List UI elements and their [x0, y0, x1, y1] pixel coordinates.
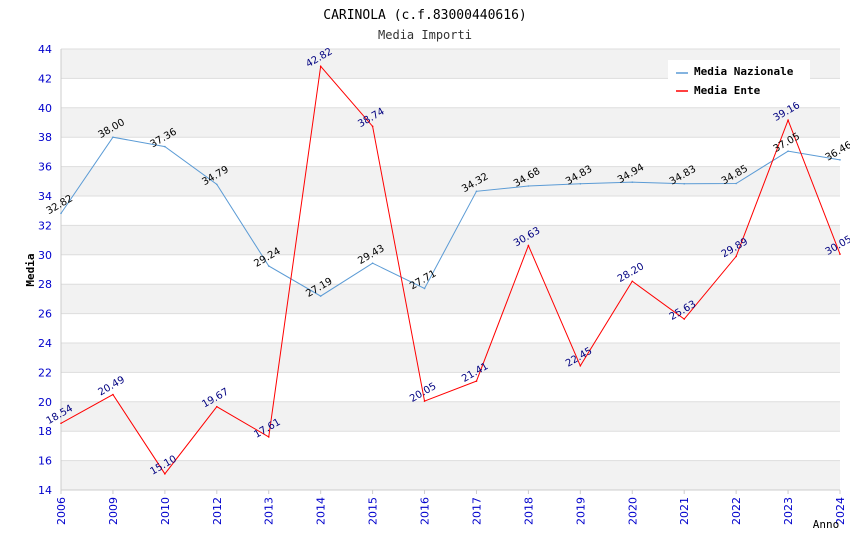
y-tick-label: 20 [38, 396, 52, 409]
x-tick-label: 2014 [315, 497, 328, 525]
data-point-media-nazionale [735, 182, 737, 185]
data-point-media-ente [60, 422, 62, 425]
y-tick-labels: 14 16 18 20 22 24 26 28 30 32 34 36 38 40 42 44 [38, 43, 52, 497]
data-point-media-ente [787, 119, 789, 121]
y-tick-label: 44 [38, 43, 52, 56]
x-tick-label: 2006 [55, 497, 68, 525]
legend-box [668, 60, 810, 102]
data-point-media-nazionale [216, 183, 218, 186]
x-tick-label: 2021 [678, 497, 691, 525]
data-point-media-ente [475, 380, 478, 382]
data-point-media-nazionale [527, 185, 530, 187]
legend-label-media-ente: Media Ente [694, 84, 761, 97]
data-point-media-ente [216, 405, 218, 408]
series-line-media-nazionale [60, 136, 841, 297]
grid-band [61, 460, 840, 490]
data-label-media-nazionale: 36.46 [824, 140, 850, 164]
y-tick-label: 26 [38, 308, 52, 321]
grid-band [61, 401, 840, 432]
y-tick-label: 14 [38, 484, 52, 497]
data-point-media-ente [112, 393, 114, 396]
data-point-media-nazionale [683, 182, 685, 185]
data-point-media-ente [371, 125, 374, 128]
grid-bands [61, 49, 840, 490]
x-tick-label: 2015 [367, 497, 380, 525]
data-label-media-ente: 20.05 [408, 381, 438, 405]
data-point-media-nazionale [839, 159, 841, 161]
data-label-media-ente: 28.20 [616, 261, 646, 285]
y-tick-label: 40 [38, 102, 52, 115]
legend: Media Nazionale Media Ente [668, 60, 810, 102]
x-tick-label: 2017 [470, 497, 483, 525]
data-point-media-nazionale [60, 212, 62, 215]
x-tick-label: 2020 [626, 497, 639, 525]
x-tick-label: 2012 [211, 497, 224, 525]
data-point-media-nazionale [371, 262, 374, 264]
data-point-media-ente [423, 400, 426, 402]
y-tick-label: 42 [38, 72, 52, 85]
data-point-media-nazionale [423, 287, 426, 290]
x-tick-label: 2019 [574, 497, 587, 525]
data-point-media-nazionale [164, 145, 166, 148]
x-tick-label: 2022 [730, 497, 743, 525]
grid-band [61, 107, 840, 138]
grid-band [61, 284, 840, 314]
data-point-media-ente [319, 65, 322, 68]
y-tick-label: 16 [38, 455, 52, 468]
data-point-media-ente [527, 244, 530, 247]
series-line-media-ente [60, 65, 841, 475]
data-point-media-ente [631, 280, 634, 283]
x-tick-label: 2010 [159, 497, 172, 525]
legend-label-media-nazionale: Media Nazionale [694, 65, 794, 78]
x-tick-labels: 2006 2009 2010 2012 2013 2014 2015 2016 2017 2018… [55, 497, 847, 525]
data-point-media-ente [839, 253, 841, 255]
y-tick-label: 38 [38, 131, 52, 144]
y-tick-label: 30 [38, 249, 52, 262]
x-tick-label: 2024 [834, 497, 847, 525]
y-tick-label: 18 [38, 425, 52, 438]
x-tick-label: 2016 [419, 497, 432, 525]
grid-lines [61, 48, 840, 491]
data-point-media-ente [164, 473, 166, 475]
data-point-media-nazionale [319, 295, 322, 297]
data-point-media-ente [683, 318, 685, 320]
x-tick-label: 2013 [263, 497, 276, 525]
data-point-media-ente [579, 364, 582, 367]
x-tick-label: 2023 [782, 497, 795, 525]
data-point-media-nazionale [112, 136, 114, 138]
chart-subtitle: Media Importi [378, 28, 472, 42]
y-tick-label: 34 [38, 190, 52, 203]
y-tick-label: 32 [38, 219, 52, 232]
y-tick-label: 24 [38, 337, 52, 350]
grid-band [61, 166, 840, 196]
data-point-media-ente [735, 255, 737, 258]
x-axis-label: Anno [813, 518, 840, 531]
data-point-media-ente [267, 436, 270, 438]
x-tick-label: 2009 [107, 497, 120, 525]
axes [60, 49, 841, 494]
data-point-media-nazionale [631, 181, 634, 183]
series-lines [60, 65, 841, 475]
data-point-media-nazionale [579, 182, 582, 185]
y-tick-label: 22 [38, 366, 52, 379]
y-tick-label: 28 [38, 278, 52, 291]
data-point-media-nazionale [475, 190, 478, 193]
chart-title: CARINOLA (c.f.83000440616) [323, 8, 527, 23]
grid-band [61, 343, 840, 373]
x-tick-label: 2018 [522, 497, 535, 525]
data-point-media-nazionale [267, 265, 270, 267]
y-axis-label: Media [24, 253, 37, 286]
y-tick-label: 36 [38, 161, 52, 174]
data-point-media-nazionale [787, 150, 789, 152]
